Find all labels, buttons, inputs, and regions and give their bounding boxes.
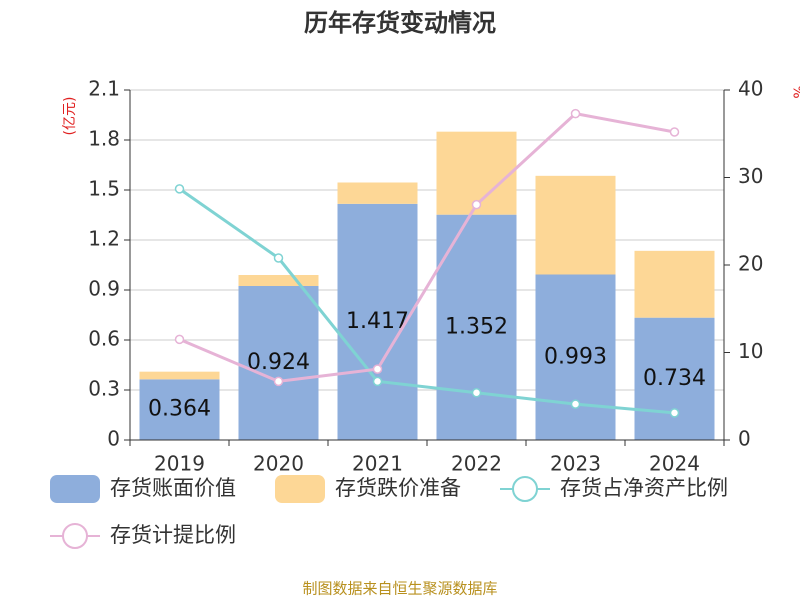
legend-label: 存货跌价准备 [335,476,461,500]
bar [634,317,715,440]
source-note: 制图数据来自恒生聚源数据库 [302,580,497,598]
line-series [178,187,675,415]
bar [139,371,220,380]
bar [535,175,616,275]
line-point [372,364,383,374]
y-tick-label: 0.3 [88,377,120,401]
x-tick-label: 2021 [352,452,403,476]
line-point [174,334,185,345]
line-point [570,399,581,409]
line-point [570,108,581,119]
bar [436,214,517,440]
y-tick-label: 1.5 [88,177,120,201]
bar [634,250,715,318]
y2-tick-label: 30 [738,164,763,188]
x-tick-label: 2023 [550,452,601,476]
x-tick-label: 2019 [154,452,205,476]
line-series [178,112,675,383]
y2-tick-label: 40 [738,77,763,101]
bar [238,275,319,286]
line-point [372,376,383,387]
line-point [471,388,482,398]
legend-swatch [512,476,538,502]
bar [139,379,220,440]
legend-label: 存货计提比例 [110,523,236,547]
data-label: 0.993 [544,344,607,369]
y-tick-label: 0.9 [88,277,120,301]
y-tick-label: 0.6 [88,327,120,351]
bar [238,286,319,440]
y2-tick-label: 10 [738,339,763,363]
line-point [669,408,680,418]
legend-label: 存货账面价值 [110,476,236,500]
legend-label: 存货占净资产比例 [560,476,728,500]
legend-swatch [50,475,100,503]
y-tick-label: 0 [107,427,120,451]
y2-tick-label: 0 [738,427,751,451]
x-tick-label: 2022 [451,452,502,476]
bar [535,274,616,440]
y2-tick-label: 20 [738,252,763,276]
data-label: 0.734 [643,366,706,391]
line-point [669,127,680,137]
y-tick-label: 2.1 [88,77,120,101]
y2-axis-label: % [792,85,800,98]
data-label: 0.924 [247,350,310,375]
line-point [471,199,482,210]
y-tick-label: 1.8 [88,127,120,151]
chart-title: 历年存货变动情况 [304,9,496,37]
x-tick-label: 2020 [253,452,304,476]
y-tick-label: 1.2 [88,227,120,251]
data-label: 1.352 [445,314,508,339]
data-label: 0.364 [148,397,211,422]
y-axis-label: (亿元) [62,97,78,136]
x-tick-label: 2024 [649,452,700,476]
line-point [273,253,284,263]
legend-swatch [62,523,88,549]
data-label: 1.417 [346,309,409,334]
bar [337,182,418,204]
line-point [273,376,284,387]
legend-swatch [275,475,325,503]
line-point [174,184,185,194]
